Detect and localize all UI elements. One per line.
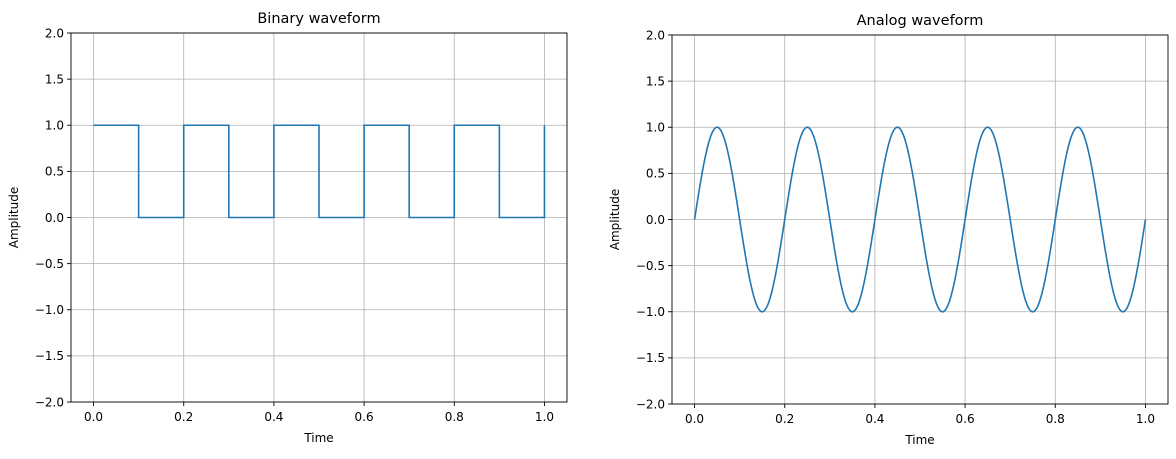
analog-series-line bbox=[693, 126, 1147, 313]
y-tick-label: 0.5 bbox=[646, 167, 665, 181]
y-axis-ticks: 2.0 1.5 1.0 0.5 0.0 −0.5 −1.0 −1.5 −2.0 bbox=[35, 26, 71, 409]
y-tick-label: 1.0 bbox=[646, 121, 665, 135]
x-axis-ticks: 0.0 0.2 0.4 0.6 0.8 1.0 bbox=[84, 402, 554, 424]
y-axis-ticks: 2.0 1.5 1.0 0.5 0.0 −0.5 −1.0 −1.5 −2.0 bbox=[636, 28, 672, 411]
chart-title: Binary waveform bbox=[257, 11, 380, 27]
x-tick-label: 0.2 bbox=[775, 412, 794, 426]
x-tick-label: 0.0 bbox=[685, 412, 704, 426]
x-tick-label: 0.6 bbox=[956, 412, 975, 426]
y-tick-label: −0.5 bbox=[35, 257, 64, 271]
x-tick-label: 1.0 bbox=[535, 410, 554, 424]
y-tick-label: 0.0 bbox=[646, 213, 665, 227]
x-axis-ticks: 0.0 0.2 0.4 0.6 0.8 1.0 bbox=[685, 404, 1155, 426]
chart-title: Analog waveform bbox=[857, 13, 984, 29]
y-axis-label: Amplitude bbox=[7, 187, 21, 249]
x-tick-label: 0.0 bbox=[84, 410, 103, 424]
x-tick-label: 1.0 bbox=[1136, 412, 1155, 426]
x-tick-label: 0.6 bbox=[355, 410, 374, 424]
x-axis-label: Time bbox=[904, 433, 934, 447]
x-axis-label: Time bbox=[303, 431, 333, 445]
y-tick-label: 2.0 bbox=[646, 28, 665, 42]
y-tick-label: 0.5 bbox=[45, 165, 64, 179]
y-tick-label: 1.5 bbox=[45, 72, 64, 86]
y-tick-label: 1.0 bbox=[45, 119, 64, 133]
y-tick-label: 0.0 bbox=[45, 211, 64, 225]
y-tick-label: −2.0 bbox=[636, 397, 665, 411]
subplot-binary: 0.0 0.2 0.4 0.6 0.8 1.0 2.0 1.5 1.0 0.5 0.0 −0.5 −1.… bbox=[7, 11, 568, 445]
y-tick-label: 1.5 bbox=[646, 74, 665, 88]
y-tick-label: −2.0 bbox=[35, 395, 64, 409]
y-tick-label: −1.0 bbox=[636, 305, 665, 319]
x-tick-label: 0.2 bbox=[174, 410, 193, 424]
y-axis-label: Amplitude bbox=[608, 189, 622, 251]
binary-series-line bbox=[93, 124, 546, 219]
y-tick-label: −1.5 bbox=[35, 349, 64, 363]
subplot-analog: 0.0 0.2 0.4 0.6 0.8 1.0 2.0 1.5 1.0 0.5 0.0 −0.5 −1.… bbox=[608, 13, 1169, 447]
x-tick-label: 0.4 bbox=[264, 410, 283, 424]
x-tick-label: 0.4 bbox=[865, 412, 884, 426]
y-tick-label: −1.5 bbox=[636, 351, 665, 365]
x-tick-label: 0.8 bbox=[1046, 412, 1065, 426]
y-tick-label: 2.0 bbox=[45, 26, 64, 40]
y-tick-label: −1.0 bbox=[35, 303, 64, 317]
y-tick-label: −0.5 bbox=[636, 259, 665, 273]
x-tick-label: 0.8 bbox=[445, 410, 464, 424]
